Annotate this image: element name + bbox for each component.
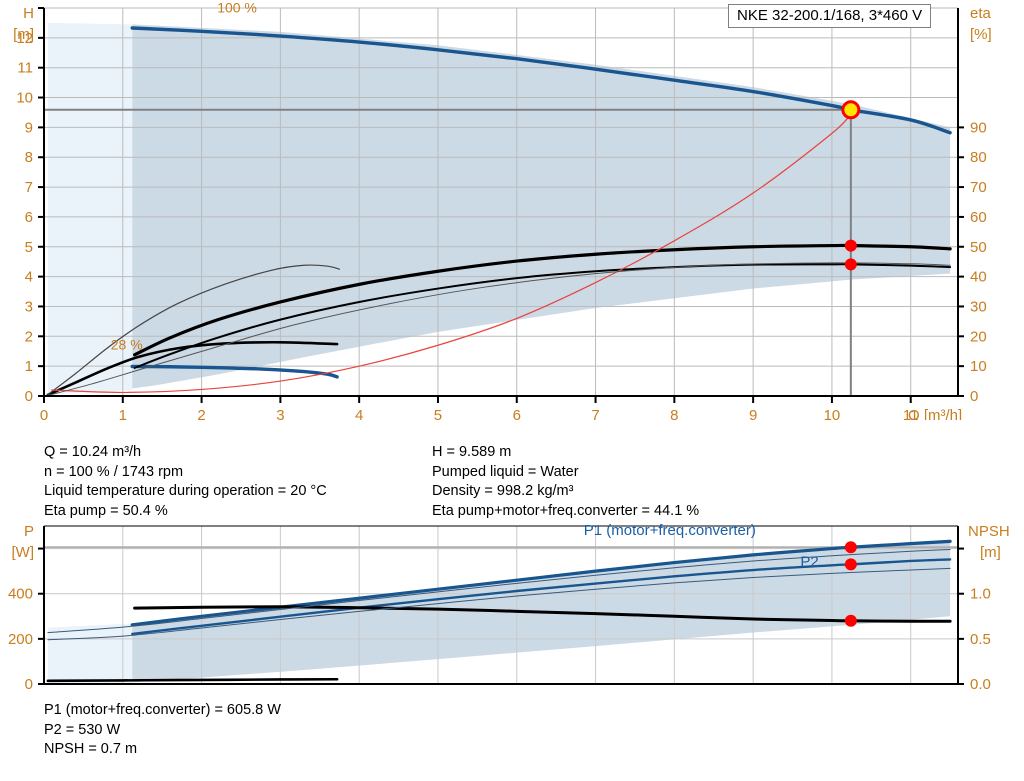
grid-lines [44,526,958,684]
curve-annotation-0: 100 % [217,0,257,15]
y-axis-title-left: H [23,5,34,22]
x-tick-label: 5 [434,407,442,420]
y-tick-label-right: 90 [970,119,987,136]
y-tick-label-right: 60 [970,209,987,226]
y-tick-label-left: 2 [25,328,33,345]
power-info-bottom-line-2: NPSH = 0.7 m [44,741,138,757]
y-tick-label-left: 1 [25,358,33,375]
y-axis-title-left: P [24,523,34,540]
curve-5 [47,567,951,641]
duty-info-right-line-1: Pumped liquid = Water [432,463,579,480]
duty-info-right-line-0: H = 9.589 m [432,444,512,460]
y-tick-label-right: 50 [970,239,987,256]
x-tick-label: 1 [119,407,127,420]
y-tick-label-right: 80 [970,149,987,166]
x-tick-label: 8 [670,407,678,420]
y-tick-label-left: 200 [8,631,33,648]
curve-7 [47,262,951,396]
duty-info-left-line-0: Q = 10.24 m³/h [44,444,142,460]
curve-1 [130,364,339,379]
duty-info-right: H = 9.589 m Pumped liquid = Water Density … [432,443,699,521]
curve-annotation-1: 28 % [111,337,143,353]
curve-5 [47,264,341,396]
curve-2 [133,243,952,357]
power-info-bottom-line-0: P1 (motor+freq.converter) = 605.8 W [44,702,281,718]
y-tick-label-left: 6 [25,209,33,226]
y-tick-label-left: 11 [17,60,33,77]
x-tick-label: 4 [355,407,363,420]
y-axis-unit-right: [m] [980,544,1001,561]
operating-range-envelope [132,24,951,389]
efficiency-marker [844,258,857,271]
x-tick-label: 9 [749,407,757,420]
x-tick-label: 0 [40,407,48,420]
y-tick-label-right: 1.0 [970,586,991,603]
pump-model-title-box: NKE 32-200.1/168, 3*460 V [728,4,932,28]
y-tick-label-right: 10 [970,358,987,375]
speed-range-envelope-light [47,22,133,395]
curve-3 [46,677,339,683]
duty-info-right-line-3: Eta pump+motor+freq.converter = 44.1 % [432,502,700,519]
y-axis-unit-left: [m] [13,26,34,43]
y-tick-label-right: 0.0 [970,676,991,693]
x-tick-label: 11 [903,407,919,420]
y-tick-label-left: 0 [25,676,33,693]
curve-6 [51,113,852,394]
power-marker [844,614,857,627]
efficiency-marker [844,239,857,252]
y-tick-label-right: 0 [970,388,978,405]
y-axis-title-right: NPSH [968,523,1010,540]
y-tick-label-right: 70 [970,179,987,196]
x-axis-title: Q [m³/h] [908,407,962,420]
y-axis-title-right: eta [970,5,992,22]
y-tick-label-left: 0 [25,388,33,405]
duty-info-left-line-1: n = 100 % / 1743 rpm [44,463,184,480]
y-tick-label-left: 5 [25,239,33,256]
y-tick-label-right: 30 [970,298,987,315]
x-tick-label: 6 [513,407,521,420]
duty-point-marker[interactable] [841,100,861,120]
power-npsh-chart: 0 200 400 0.0 0.5 1.0 P [W] NPSH [m] P1 (motor+fre… [8,522,1010,693]
x-tick-label: 3 [276,407,284,420]
duty-info-right-line-2: Density = 998.2 kg/m³ [432,483,574,499]
y-axis-unit-right: [%] [970,26,992,43]
power-info-bottom: P1 (motor+freq.converter) = 605.8 W P2 = … [44,701,281,760]
chart2-root: 0 200 400 0.0 0.5 1.0 P [W] NPSH [m] P1 (motor+fre… [8,522,1010,693]
duty-info-left-line-3: Eta pump = 50.4 % [44,502,168,519]
y-tick-label-left: 9 [25,119,33,136]
y-tick-label-left: 3 [25,298,33,315]
pump-model-title: NKE 32-200.1/168, 3*460 V [737,7,923,24]
duty-info-left-line-2: Liquid temperature during operation = 20… [44,483,327,499]
y-tick-label-left: 8 [25,149,33,166]
y-tick-label-right: 40 [970,269,987,286]
power-marker [844,541,857,554]
y-tick-label-left: 4 [25,269,33,286]
curve-4 [46,340,339,397]
x-tick-label: 2 [197,407,205,420]
power-info-bottom-line-1: P2 = 530 W [44,721,121,738]
power-annotation-1: P2 [800,554,818,571]
y-tick-label-right: 0.5 [970,631,991,648]
curve-3 [133,263,952,369]
y-axis-unit-left: [W] [12,544,35,561]
curve-4 [47,548,951,634]
power-marker [844,558,857,571]
power-annotation-0: P1 (motor+freq.converter) [584,522,756,539]
x-tick-label: 7 [591,407,599,420]
y-tick-label-left: 400 [8,586,33,603]
x-tick-label: 10 [824,407,841,420]
duty-info-left: Q = 10.24 m³/h n = 100 % / 1743 rpm Liquid… [44,443,327,521]
y-tick-label-left: 7 [25,179,33,196]
speed-range-envelope-light [47,623,133,684]
y-tick-label-left: 10 [16,90,33,107]
y-tick-label-right: 20 [970,328,987,345]
y-tick-label-left: 12 [16,30,33,47]
